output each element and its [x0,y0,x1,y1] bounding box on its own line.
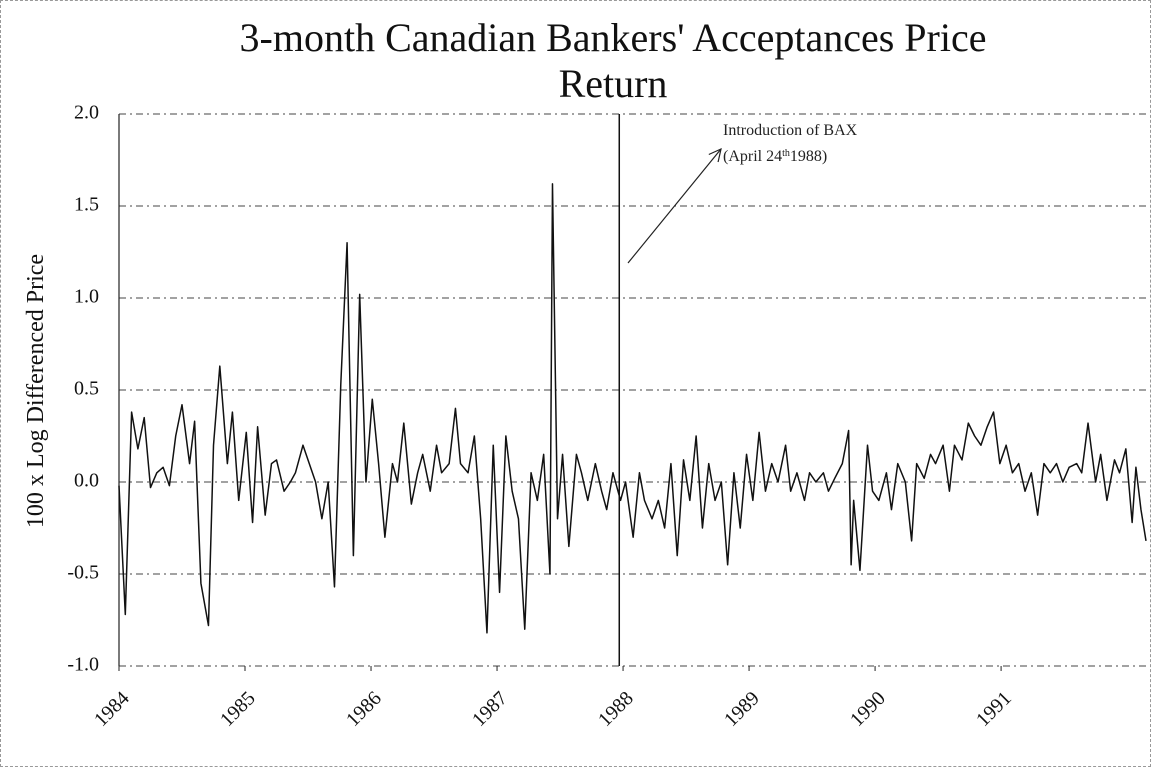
y-tick-label: 0.0 [74,470,99,492]
annotation-date-part: (April 24 [723,148,782,165]
y-tick-label: 0.5 [74,378,99,400]
annotation-date-part: th [782,148,790,159]
y-tick-label: -0.5 [67,562,99,584]
x-tick-label: 1984 [90,687,134,731]
x-tick-label: 1987 [468,687,512,731]
y-axis-label: 100 x Log Differenced Price [23,254,49,528]
y-tick-label: -1.0 [67,654,99,676]
y-tick-label: 1.5 [74,194,99,216]
x-tick-label: 1988 [594,687,638,731]
x-tick-label: 1990 [846,687,890,731]
annotation-text: Introduction of BAX [723,122,858,139]
annotation-date-part: 1988) [790,148,827,165]
x-tick-label: 1985 [216,687,260,731]
y-tick-label: 2.0 [74,102,99,124]
x-tick-label: 1989 [720,687,764,731]
data-line [118,183,1147,634]
annotation-arrow [627,149,721,264]
y-tick-label: 1.0 [74,286,99,308]
annotation-date: (April 24th1988) [723,148,827,166]
chart-title: 3-month Canadian Bankers' Acceptances Pr… [239,15,987,106]
x-tick-label: 1986 [342,687,386,731]
x-tick-label: 1991 [972,687,1016,731]
